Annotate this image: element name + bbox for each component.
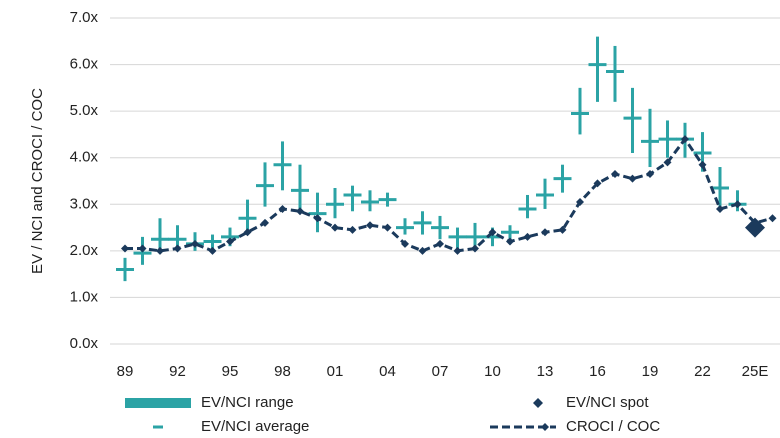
y-tick-label: 6.0x — [70, 56, 99, 73]
x-tick-label: 10 — [484, 363, 501, 380]
croci-point — [453, 246, 462, 255]
croci-point — [366, 221, 374, 230]
x-tick-label: 19 — [642, 363, 659, 380]
croci-point — [593, 179, 602, 188]
croci-point — [418, 246, 427, 255]
croci-point — [173, 244, 182, 253]
x-tick-label: 95 — [222, 363, 239, 380]
y-tick-label: 3.0x — [70, 195, 99, 212]
croci-point — [138, 244, 147, 253]
croci-point — [313, 214, 322, 223]
legend-label: EV/NCI range — [201, 394, 294, 411]
croci-point — [278, 204, 287, 213]
croci-point — [401, 239, 409, 248]
x-tick-label: 25E — [742, 363, 769, 380]
x-tick-label: 92 — [169, 363, 186, 380]
croci-point — [261, 218, 269, 227]
croci-point — [506, 237, 514, 246]
legend-swatch — [541, 423, 549, 431]
croci-point — [628, 174, 637, 183]
y-axis-label: EV / NCI and CROCI / COC — [29, 88, 46, 274]
x-tick-label: 16 — [589, 363, 606, 380]
croci-point — [488, 228, 497, 237]
croci-point — [681, 135, 689, 144]
y-tick-label: 5.0x — [70, 102, 99, 119]
x-tick-label: 04 — [379, 363, 396, 380]
y-tick-label: 1.0x — [70, 288, 99, 305]
x-tick-label: 01 — [327, 363, 344, 380]
croci-line — [125, 136, 773, 253]
croci-point — [663, 158, 672, 167]
croci-point — [733, 200, 742, 209]
croci-point — [698, 160, 707, 169]
croci-point — [436, 239, 444, 248]
y-tick-label: 4.0x — [70, 149, 99, 166]
croci-point — [768, 214, 777, 223]
croci-point — [226, 237, 234, 246]
legend-swatch — [125, 398, 191, 408]
y-tick-label: 7.0x — [70, 9, 99, 26]
croci-point — [191, 239, 199, 248]
croci-point — [243, 228, 252, 237]
croci-point — [471, 244, 479, 253]
croci-point — [383, 223, 392, 232]
legend-label: EV/NCI spot — [566, 394, 649, 411]
croci-point — [121, 244, 129, 253]
legend-label: CROCI / COC — [566, 418, 660, 435]
croci-point — [331, 223, 339, 232]
croci-point — [156, 246, 164, 255]
croci-point — [523, 232, 532, 241]
croci-point — [558, 225, 567, 234]
croci-point — [348, 225, 357, 234]
x-tick-label: 89 — [117, 363, 134, 380]
croci-point — [611, 170, 619, 179]
x-tick-label: 13 — [537, 363, 554, 380]
x-tick-label: 07 — [432, 363, 449, 380]
x-tick-label: 22 — [694, 363, 711, 380]
croci-point — [208, 246, 217, 255]
y-tick-label: 0.0x — [70, 335, 99, 352]
x-tick-label: 98 — [274, 363, 291, 380]
croci-point — [541, 228, 549, 237]
croci-point — [296, 207, 304, 216]
y-tick-label: 2.0x — [70, 242, 99, 259]
croci-point — [576, 197, 584, 206]
legend-swatch — [533, 398, 543, 408]
croci-point — [751, 218, 759, 227]
croci-point — [646, 170, 654, 179]
croci-point — [716, 204, 724, 213]
legend-label: EV/NCI average — [201, 418, 309, 435]
